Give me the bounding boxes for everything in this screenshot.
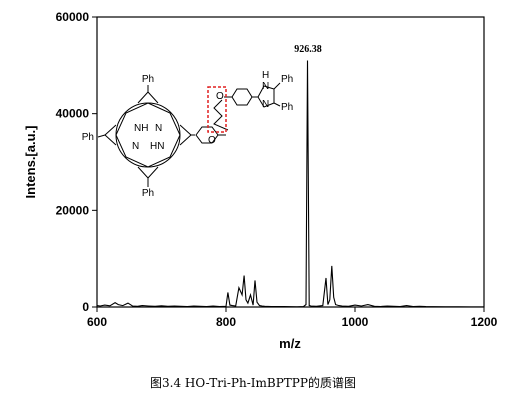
y-tick-label: 40000 <box>56 107 90 121</box>
ph-label-imid-2: Ph <box>281 102 293 113</box>
x-tick-label: 1200 <box>471 315 498 329</box>
x-tick-label: 800 <box>216 315 236 329</box>
x-axis-title: m/z <box>279 336 301 351</box>
ph-label-left: Ph <box>82 132 94 143</box>
x-tick-label: 1000 <box>342 315 369 329</box>
pyrrole-left <box>104 124 117 146</box>
y-tick-label: 60000 <box>56 10 90 24</box>
atom-nh-upper: NH <box>134 123 148 134</box>
spectrum-trace <box>96 60 484 308</box>
pyrrole-bottom <box>137 166 159 179</box>
porphyrin-ring <box>115 102 181 168</box>
phenyl-ring-2 <box>231 88 253 106</box>
linker-highlight-box <box>207 86 227 133</box>
molecule-structure <box>97 82 281 187</box>
plot-frame <box>96 16 485 308</box>
pyrrole-top <box>137 91 159 104</box>
y-tick-label: 20000 <box>56 203 90 217</box>
molecule-labels: Ph Ph Ph Ph Ph NH N N HN O O H N N <box>82 70 293 199</box>
axis-ticks: 600 800 1000 1200 0 20000 40000 60000 <box>56 10 498 329</box>
atom-n-upper: N <box>155 123 162 134</box>
atom-o-lower: O <box>208 135 216 146</box>
atom-hn-lower: HN <box>150 141 164 152</box>
y-axis-title: Intens.[a.u.] <box>23 126 38 199</box>
peak-label-926: 926.38 <box>294 44 322 55</box>
pyrrole-right <box>179 124 192 146</box>
alkyl-chain <box>213 99 229 131</box>
porphyrin-core <box>115 102 181 168</box>
ph-label-imid-1: Ph <box>281 74 293 85</box>
atom-n-imid-lower: N <box>262 99 269 110</box>
atom-h-imid: H <box>262 70 269 81</box>
x-tick-label: 600 <box>87 315 107 329</box>
figure-caption: 图3.4 HO-Tri-Ph-ImBPTPP的质谱图 <box>150 375 356 390</box>
atom-n-lower: N <box>132 141 139 152</box>
atom-n-imid-upper: N <box>262 81 269 92</box>
ph-label-bottom: Ph <box>142 188 154 199</box>
atom-o-upper: O <box>216 91 224 102</box>
ph-label-top: Ph <box>142 74 154 85</box>
y-tick-label: 0 <box>82 300 89 314</box>
imidazole-ring <box>257 85 275 108</box>
